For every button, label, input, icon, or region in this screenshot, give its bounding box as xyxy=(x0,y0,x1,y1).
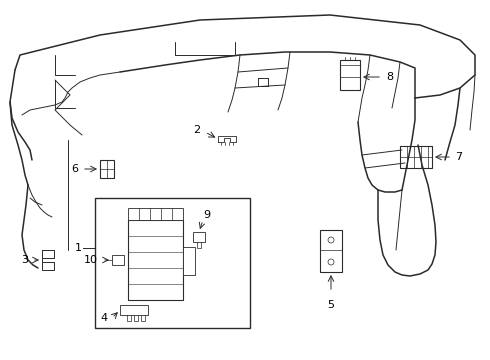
Bar xyxy=(95,198,250,328)
Bar xyxy=(100,160,114,178)
Bar xyxy=(128,220,183,300)
Text: 1: 1 xyxy=(75,243,82,253)
Bar xyxy=(193,232,205,242)
Bar xyxy=(400,146,432,168)
Text: 7: 7 xyxy=(455,152,462,162)
Bar xyxy=(112,255,124,265)
Bar xyxy=(128,208,183,220)
Text: 8: 8 xyxy=(386,72,393,82)
Bar xyxy=(183,247,195,275)
Text: 6: 6 xyxy=(71,164,78,174)
Text: 10: 10 xyxy=(84,255,98,265)
Bar xyxy=(320,230,342,272)
Text: 2: 2 xyxy=(193,125,200,135)
Text: 3: 3 xyxy=(21,255,28,265)
Bar xyxy=(340,60,360,90)
Text: 4: 4 xyxy=(101,313,108,323)
Bar xyxy=(120,305,148,315)
Text: 9: 9 xyxy=(203,210,210,220)
Text: 5: 5 xyxy=(327,300,335,310)
